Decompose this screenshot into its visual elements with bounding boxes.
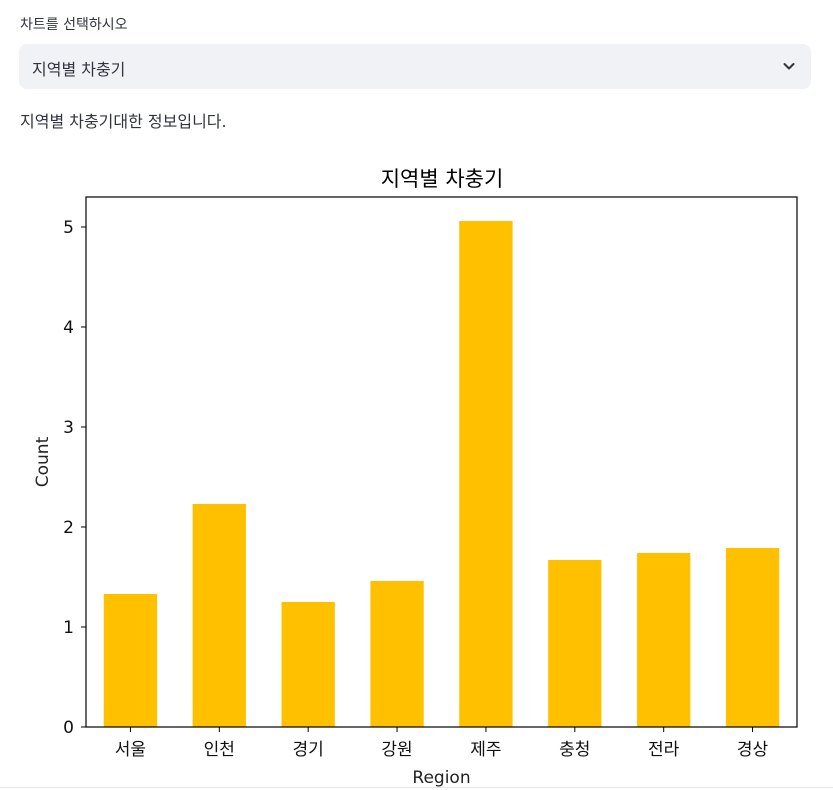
y-axis-label: Count (33, 436, 53, 487)
bar-1 (103, 594, 158, 727)
x-tick-label: 강원 (381, 740, 412, 760)
bar-2 (192, 504, 246, 727)
chevron-down-icon (783, 63, 795, 70)
chart-select-dropdown[interactable]: 지역별 차충기 (19, 44, 811, 89)
x-tick-label: 경상 (737, 740, 769, 760)
bottom-divider (0, 787, 833, 788)
bar-4 (370, 581, 424, 727)
axes-layer: 서울 인천 경기 강원 제주 충청 전라 경상 0 1 2 3 4 5 (63, 218, 768, 760)
bar-6 (548, 560, 602, 727)
y-tick-label: 3 (63, 418, 74, 438)
bar-3 (281, 602, 335, 727)
plot-frame (85, 196, 798, 728)
y-tick-label: 4 (63, 318, 74, 338)
x-tick-label: 충청 (559, 740, 590, 760)
y-tick-label: 0 (63, 718, 74, 738)
bar-chart: 지역별 차충기 서울 인천 경기 강원 제주 충청 전라 경상 0 1 2 3 4 5 Region Co… (33, 167, 798, 788)
y-tick-label: 2 (63, 518, 74, 538)
chart-title: 지역별 차충기 (381, 167, 504, 191)
select-label: 차트를 선택하시오 (20, 17, 128, 33)
x-tick-label: 인천 (204, 740, 235, 760)
y-tick-label: 1 (63, 618, 74, 638)
bar-8 (725, 548, 780, 727)
x-axis-label: Region (412, 768, 470, 788)
x-tick-label: 서울 (115, 740, 146, 760)
y-tick-label: 5 (63, 218, 74, 238)
x-tick-label: 경기 (293, 740, 324, 760)
x-tick-label: 전라 (648, 740, 680, 760)
x-tick-label: 제주 (470, 740, 501, 760)
bar-7 (637, 553, 691, 727)
select-value: 지역별 차충기 (32, 60, 126, 79)
bars-layer (103, 221, 780, 727)
bar-5 (459, 221, 513, 727)
chart-description: 지역별 차충기대한 정보입니다. (20, 112, 227, 131)
